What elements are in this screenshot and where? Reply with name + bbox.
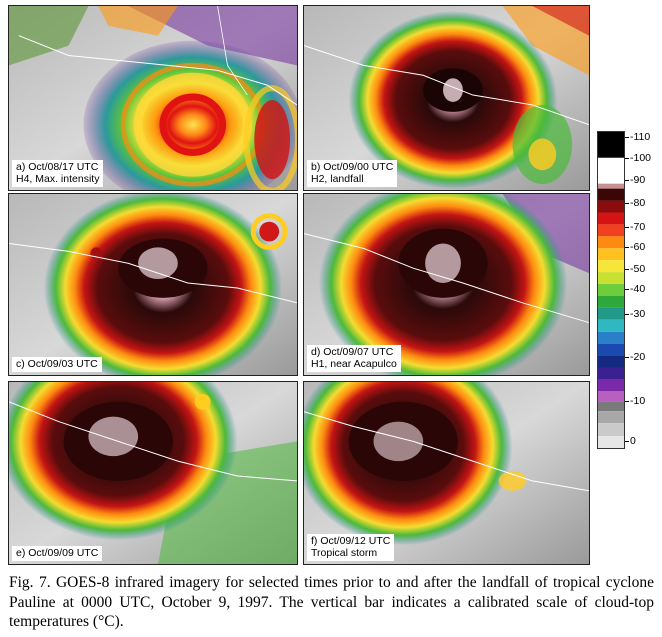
panel-a: a) Oct/08/17 UTC H4, Max. intensity: [8, 5, 298, 191]
scale-tick-mark: [625, 441, 629, 442]
satellite-image-c: [9, 194, 297, 375]
scale-label: -30: [630, 308, 646, 320]
panel-d: d) Oct/09/07 UTC H1, near Acapulco: [303, 193, 590, 376]
scale-tick-mark: [625, 357, 629, 358]
scale-tick-mark: [625, 180, 629, 181]
satellite-image-e: [9, 382, 297, 564]
scale-tick-mark: [625, 247, 629, 248]
panel-caption-line1: a) Oct/08/17 UTC: [16, 161, 99, 173]
scale-gradient: [598, 132, 624, 448]
panel-f: f) Oct/09/12 UTC Tropical storm: [303, 381, 590, 565]
scale-label: -10: [630, 395, 646, 407]
scale-label: -70: [630, 221, 646, 233]
panel-caption-line2: H1, near Acapulco: [311, 358, 397, 370]
panel-caption-line1: e) Oct/09/09 UTC: [16, 547, 99, 559]
scale-tick-mark: [625, 314, 629, 315]
panel-caption-line1: f) Oct/09/12 UTC: [311, 535, 391, 547]
panel-caption-line1: b) Oct/09/00 UTC: [311, 161, 394, 173]
panel-caption-line1: d) Oct/09/07 UTC: [311, 346, 394, 358]
scale-tick-mark: [625, 203, 629, 204]
scale-label: -90: [630, 174, 646, 186]
scale-tick-mark: [625, 227, 629, 228]
panel-caption-c: c) Oct/09/03 UTC: [12, 357, 102, 372]
scale-tick-mark: [625, 269, 629, 270]
scale-label: -60: [630, 241, 646, 253]
scale-label: -100: [630, 152, 652, 164]
scale-label: -80: [630, 197, 646, 209]
scale-tick-mark: [625, 137, 629, 138]
scale-tick-mark: [625, 289, 629, 290]
satellite-image-b: [304, 6, 589, 190]
panel-caption-a: a) Oct/08/17 UTC H4, Max. intensity: [12, 160, 104, 187]
scale-label: 0: [630, 435, 636, 447]
panel-b: b) Oct/09/00 UTC H2, landfall: [303, 5, 590, 191]
satellite-image-a: [9, 6, 297, 190]
panel-caption-line2: H4, Max. intensity: [16, 173, 100, 185]
panel-caption-e: e) Oct/09/09 UTC: [12, 546, 103, 561]
scale-label: -110: [630, 131, 651, 143]
scale-tick-mark: [625, 401, 629, 402]
panel-caption-d: d) Oct/09/07 UTC H1, near Acapulco: [307, 345, 401, 372]
panel-caption-line2: H2, landfall: [311, 173, 364, 185]
panel-caption-b: b) Oct/09/00 UTC H2, landfall: [307, 160, 398, 187]
satellite-image-f: [304, 382, 589, 564]
satellite-image-d: [304, 194, 589, 375]
scale-label: -50: [630, 263, 646, 275]
scale-label: -40: [630, 283, 646, 295]
temperature-scale-bar: [597, 131, 625, 449]
scale-tick-mark: [625, 158, 629, 159]
panel-e: e) Oct/09/09 UTC: [8, 381, 298, 565]
panel-caption-line2: Tropical storm: [311, 547, 378, 559]
figure-caption: Fig. 7. GOES-8 infrared imagery for sele…: [9, 574, 654, 630]
panel-c: c) Oct/09/03 UTC: [8, 193, 298, 376]
scale-label: -20: [630, 351, 646, 363]
panel-caption-line1: c) Oct/09/03 UTC: [16, 358, 98, 370]
panel-caption-f: f) Oct/09/12 UTC Tropical storm: [307, 534, 395, 561]
